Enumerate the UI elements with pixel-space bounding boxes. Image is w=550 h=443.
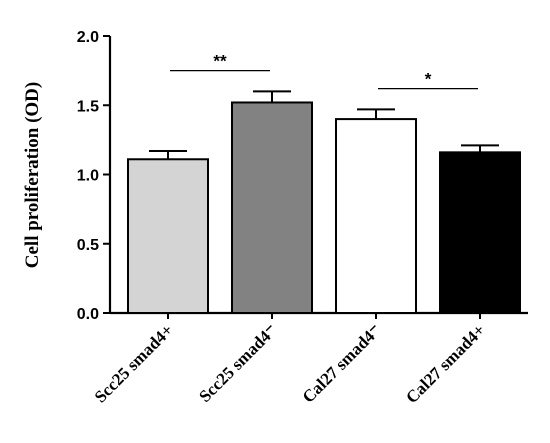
bar-3: [335, 118, 417, 314]
category-label: Cal27 smad4+: [402, 320, 489, 407]
significance-label-2: *: [425, 70, 432, 89]
bar-1: [127, 158, 209, 314]
bar-4: [439, 151, 521, 314]
y-tick-label: 1.0: [77, 168, 99, 185]
bar-2: [231, 101, 313, 315]
y-tick-label: 2.0: [77, 29, 99, 46]
y-tick-label: 1.5: [77, 98, 99, 115]
category-label: Scc25 smad4⁻: [195, 320, 281, 406]
category-labels: Scc25 smad4+ Scc25 smad4⁻ Cal27 smad4⁻ Cal2…: [91, 320, 489, 407]
significance-annotations: ***: [170, 52, 478, 90]
y-tick-label: 0.5: [77, 237, 99, 254]
y-axis-title: Cell proliferation (OD): [22, 82, 43, 268]
error-bars: [149, 90, 499, 160]
y-tick-label: 0.0: [77, 306, 99, 323]
bars: [127, 101, 521, 315]
significance-label-1: **: [213, 52, 227, 71]
category-label: Scc25 smad4+: [91, 320, 177, 406]
y-axis-title-group: Cell proliferation (OD): [22, 82, 43, 268]
category-label: Cal27 smad4⁻: [299, 320, 385, 406]
